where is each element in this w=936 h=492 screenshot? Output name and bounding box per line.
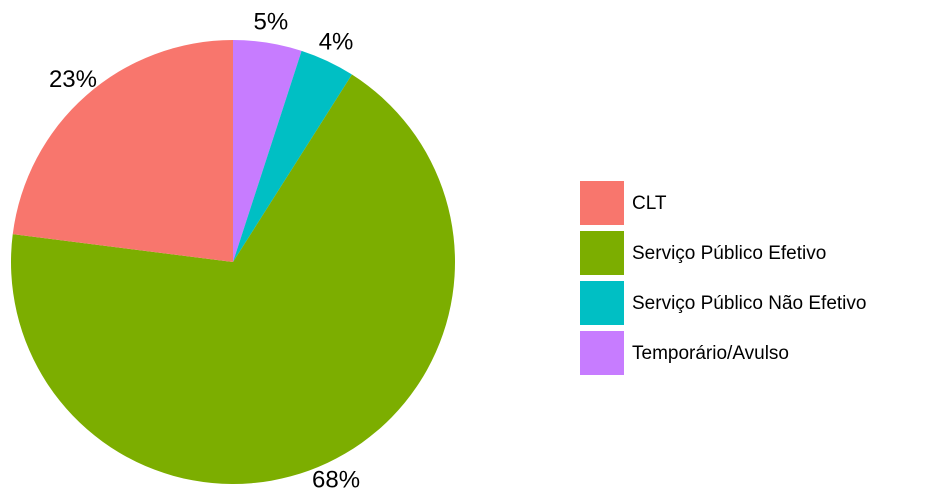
legend-key xyxy=(580,331,624,375)
legend-key xyxy=(580,281,624,325)
slice-label: 4% xyxy=(319,28,354,55)
legend-label: Serviço Público Efetivo xyxy=(632,243,826,264)
pie-slice xyxy=(12,40,234,262)
slice-label: 68% xyxy=(312,466,360,492)
legend-key xyxy=(580,231,624,275)
pie-slice xyxy=(233,50,352,263)
slice-label: 23% xyxy=(49,66,97,93)
legend-label: Temporário/Avulso xyxy=(632,343,789,364)
pie-slice xyxy=(233,40,302,262)
legend-label: CLT xyxy=(632,193,667,214)
slice-label: 5% xyxy=(254,8,289,35)
legend-label: Serviço Público Não Efetivo xyxy=(632,293,866,314)
pie-slice xyxy=(11,74,455,484)
legend-key xyxy=(580,181,624,225)
